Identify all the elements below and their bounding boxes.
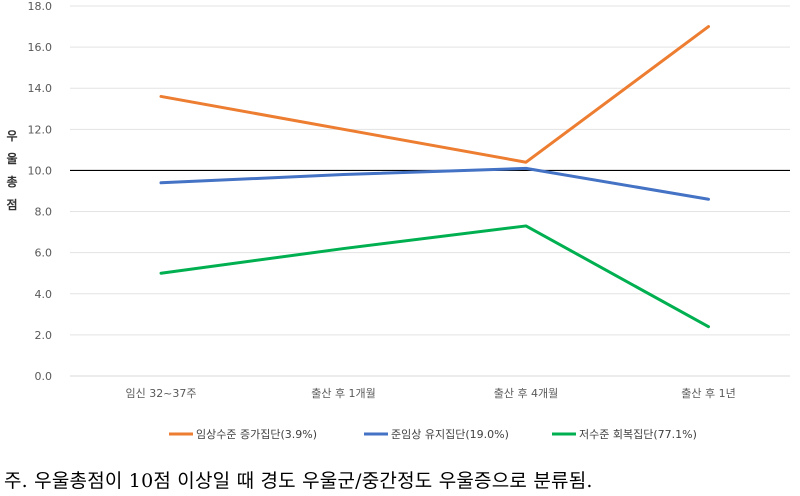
series-line-3 (159, 224, 710, 329)
y-axis-label-char: 우 (6, 129, 17, 143)
y-tick-label: 8.0 (35, 206, 53, 219)
legend: 임상수준 증가집단(3.9%) 준임상 유지집단(19.0%) 저수준 회복집단(7… (169, 428, 697, 441)
y-tick-label: 14.0 (28, 82, 53, 95)
x-tick-label: 출산 후 1년 (681, 387, 735, 400)
x-tick-label: 출산 후 4개월 (494, 387, 559, 400)
y-tick-label: 6.0 (35, 247, 53, 260)
y-tick-label: 12.0 (28, 123, 53, 136)
x-tick-label: 임신 32~37주 (125, 387, 196, 400)
y-axis-label-char: 총 (6, 174, 17, 189)
y-axis-label-char: 점 (6, 197, 17, 212)
y-tick-label: 16.0 (28, 41, 53, 54)
y-axis-ticks: 0.0 2.0 4.0 6.0 8.0 10.0 12.0 14.0 16.0 18.0 (28, 0, 53, 383)
y-tick-label: 0.0 (35, 370, 53, 383)
series-lines (159, 25, 710, 329)
series-line-2 (159, 166, 710, 201)
y-axis-label-char: 울 (6, 152, 17, 166)
legend-label: 준임상 유지집단(19.0%) (391, 428, 509, 441)
footnote: 주. 우울총점이 10점 이상일 때 경도 우울군/중간정도 우울증으로 분류됨… (4, 470, 593, 492)
y-tick-label: 2.0 (35, 329, 53, 342)
line-chart: 0.0 2.0 4.0 6.0 8.0 10.0 12.0 14.0 16.0 18.0 임신 3… (6, 0, 790, 441)
series-line-1 (159, 25, 710, 164)
y-tick-label: 10.0 (28, 164, 53, 177)
y-axis-label: 우울총점 (6, 129, 17, 212)
y-tick-label: 18.0 (28, 0, 53, 13)
x-tick-label: 출산 후 1개월 (311, 387, 376, 400)
x-axis-ticks: 임신 32~37주 출산 후 1개월 출산 후 4개월 출산 후 1년 (125, 387, 735, 400)
y-tick-label: 4.0 (35, 288, 53, 301)
legend-label: 임상수준 증가집단(3.9%) (196, 428, 317, 441)
legend-label: 저수준 회복집단(77.1%) (579, 428, 697, 441)
